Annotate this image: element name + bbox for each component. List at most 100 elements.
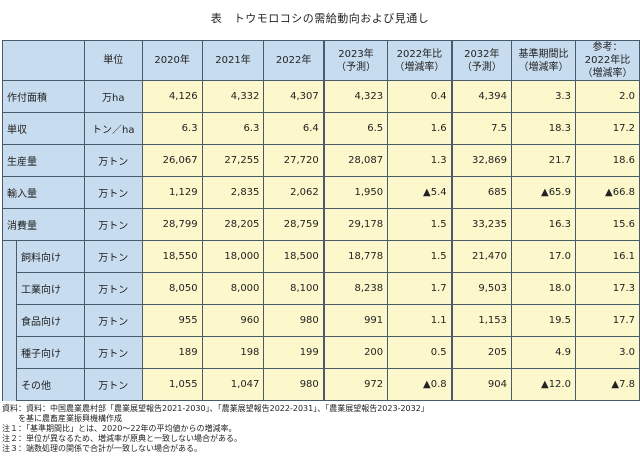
row-unit: 万トン [83,240,143,273]
table-row: 生産量 万トン 26,067 27,255 27,720 28,087 1.3 32,869 2… [2,144,640,177]
value-cell: ▲5.4 [387,176,453,209]
value-cell: ▲12.0 [511,368,576,401]
value-cell: 7.5 [451,112,513,145]
header-corner [2,40,85,81]
value-cell: 17.2 [574,112,640,145]
table-row: 食品向け 万トン 955 960 980 991 1.1 1,153 19.5 17.7 [2,304,640,337]
header-2032-year: 2032年 [464,48,500,60]
row-sublabel: 飼料向け [15,240,85,273]
value-cell: 28,799 [141,208,203,241]
header-base-rate: （増減率） [518,61,569,73]
value-cell: 3.0 [574,336,640,369]
header-2022: 2022年 [263,40,325,81]
row-sublabel: 種子向け [15,336,85,369]
value-cell: 18,000 [201,240,265,273]
value-cell: 8,100 [263,272,325,305]
value-cell: 960 [201,304,265,337]
row-label: 単収 [2,112,85,145]
value-cell: 991 [323,304,389,337]
header-cmp2022-rate: （増減率） [394,61,445,73]
value-cell: 8,000 [201,272,265,305]
value-cell: 16.3 [511,208,576,241]
value-cell: 1.1 [387,304,453,337]
header-2032-forecast: （予測） [461,61,502,73]
header-2021: 2021年 [201,40,265,81]
value-cell: 17.0 [511,240,576,273]
header-cmp2022: 2022年比 （増減率） [387,40,453,81]
row-label: 消費量 [2,208,85,241]
value-cell: 18.6 [574,144,640,177]
header-ref-title: 2022年比 [584,55,631,66]
header-row: 単位 2020年 2021年 2022年 2023年 （予測） 2022年比 （… [2,40,640,81]
value-cell: 18,778 [323,240,389,273]
row-sublabel: その他 [15,368,85,401]
value-cell: 32,869 [451,144,513,177]
row-unit: 万トン [83,144,143,177]
value-cell: 21,470 [451,240,513,273]
value-cell: 4,307 [263,80,325,113]
value-cell: 15.6 [574,208,640,241]
value-cell: 1,153 [451,304,513,337]
row-unit: 万トン [83,336,143,369]
supply-demand-table: 単位 2020年 2021年 2022年 2023年 （予測） 2022年比 （… [2,40,640,401]
indent-cell [2,272,17,305]
header-2020: 2020年 [141,40,203,81]
value-cell: 19.5 [511,304,576,337]
row-unit: 万ha [83,80,143,113]
value-cell: 980 [263,304,325,337]
header-reference: 参考： 2022年比 （増減率） [574,40,640,81]
row-sublabel: 食品向け [15,304,85,337]
notes: 資料：資料：中国農業農村部「農業展望報告2021-2030」、「農業展望報告20… [2,404,429,454]
value-cell: 4,126 [141,80,203,113]
header-2023: 2023年 （予測） [323,40,389,81]
value-cell: 29,178 [323,208,389,241]
value-cell: 4,332 [201,80,265,113]
value-cell: 8,050 [141,272,203,305]
value-cell: 18.0 [511,272,576,305]
value-cell: 21.7 [511,144,576,177]
note-source-cont: を基に農畜産業振興機構作成 [2,414,122,423]
note-1: 注１：「基準期間比」とは、2020～22年の平均値からの増減率。 [2,424,237,433]
row-unit: トン／ha [83,112,143,145]
value-cell: 17.3 [574,272,640,305]
value-cell: 1.6 [387,112,453,145]
value-cell: 980 [263,368,325,401]
value-cell: 1,950 [323,176,389,209]
value-cell: 2,062 [263,176,325,209]
value-cell: 3.3 [511,80,576,113]
row-unit: 万トン [83,176,143,209]
table-title: 表 トウモロコシの需給動向および見通し [210,12,430,25]
header-base-period: 基準期間比 （増減率） [511,40,576,81]
row-unit: 万トン [83,208,143,241]
header-2023-forecast: （予測） [335,61,376,73]
row-label: 作付面積 [2,80,85,113]
value-cell: 4,394 [451,80,513,113]
value-cell: 0.4 [387,80,453,113]
value-cell: 4,323 [323,80,389,113]
value-cell: 4.9 [511,336,576,369]
row-label: 輸入量 [2,176,85,209]
table-row: 飼料向け 万トン 18,550 18,000 18,500 18,778 1.5 21,470… [2,240,640,273]
value-cell: 2,835 [201,176,265,209]
value-cell: 18,500 [263,240,325,273]
header-ref-label: 参考： [592,42,623,53]
value-cell: 1.5 [387,208,453,241]
value-cell: 1,047 [201,368,265,401]
table-row: 種子向け 万トン 189 198 199 200 0.5 205 4.9 3.0 [2,336,640,369]
value-cell: 26,067 [141,144,203,177]
indent-cell [2,304,17,337]
value-cell: 198 [201,336,265,369]
value-cell: 27,720 [263,144,325,177]
value-cell: ▲0.8 [387,368,453,401]
value-cell: ▲7.8 [574,368,640,401]
value-cell: 8,238 [323,272,389,305]
note-2: 注２：単位が異なるため、増減率が原典と一致しない場合がある。 [2,434,242,443]
header-unit: 単位 [83,40,143,81]
value-cell: 16.1 [574,240,640,273]
value-cell: 6.3 [201,112,265,145]
value-cell: 1,055 [141,368,203,401]
value-cell: 904 [451,368,513,401]
value-cell: 972 [323,368,389,401]
value-cell: 199 [263,336,325,369]
value-cell: 18,550 [141,240,203,273]
